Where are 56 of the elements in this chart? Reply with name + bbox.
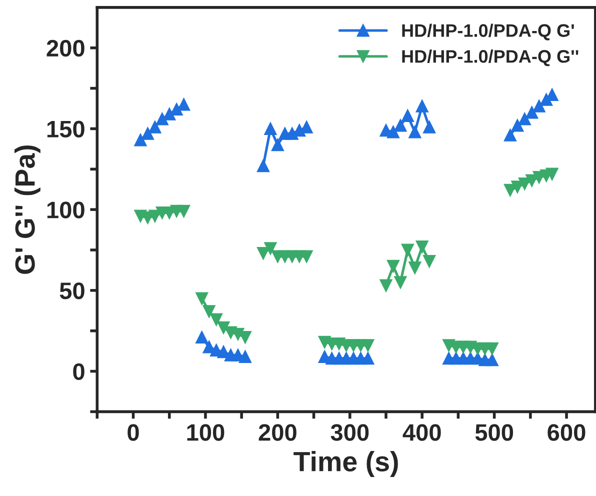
point: [256, 160, 270, 172]
point: [178, 204, 190, 218]
point: [526, 106, 538, 119]
y-tick-label: 200: [46, 40, 84, 57]
y-axis-title: G' G'' (Pa): [14, 145, 40, 274]
point: [264, 242, 277, 255]
point: [532, 100, 546, 112]
point: [511, 119, 524, 132]
point: [486, 342, 498, 355]
point: [386, 260, 400, 272]
point: [156, 112, 168, 126]
point: [210, 313, 223, 326]
point: [408, 126, 422, 138]
point: [300, 250, 313, 263]
y-tick-label: 0: [73, 363, 84, 380]
y-tick-label: 50: [60, 282, 84, 300]
point: [401, 110, 414, 122]
legend-label: HD/HP-1.0/PDA-Q G': [402, 24, 574, 40]
point: [362, 339, 374, 352]
x-tick-label: 600: [548, 424, 586, 441]
point: [394, 119, 407, 132]
point: [486, 354, 498, 366]
point: [271, 138, 284, 152]
x-tick-label: 300: [330, 424, 369, 441]
point: [504, 128, 516, 142]
point: [416, 100, 428, 112]
point: [394, 276, 407, 289]
point: [386, 126, 400, 138]
point: [423, 255, 436, 268]
y-tick-label: 150: [47, 120, 84, 138]
point: [264, 122, 277, 135]
point: [141, 127, 154, 140]
x-tick-label: 200: [258, 424, 296, 441]
x-tick-label: 100: [187, 424, 224, 441]
y-tick-label: 100: [47, 202, 84, 218]
x-tick-label: 0: [128, 424, 139, 441]
point: [163, 108, 176, 120]
point: [196, 292, 208, 305]
x-tick-label: 500: [475, 424, 514, 441]
point: [518, 112, 531, 126]
point: [362, 352, 374, 365]
legend-label: HD/HP-1.0/PDA-Q G'': [402, 50, 578, 66]
point: [256, 246, 270, 260]
point: [408, 262, 422, 274]
point: [148, 120, 162, 134]
x-tick-label: 400: [402, 424, 441, 441]
point: [134, 134, 147, 146]
point: [202, 305, 216, 318]
point: [546, 168, 558, 180]
point: [416, 240, 428, 253]
point: [238, 350, 252, 363]
point: [401, 244, 414, 256]
point: [196, 331, 208, 344]
point: [380, 279, 392, 292]
x-axis-title: Time (s): [294, 451, 398, 477]
point: [423, 120, 436, 134]
